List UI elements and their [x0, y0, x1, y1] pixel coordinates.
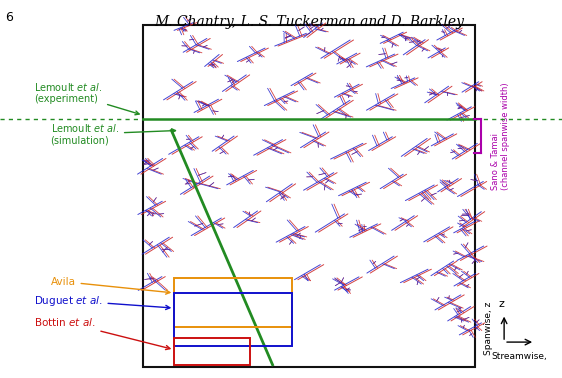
Text: Avila: Avila: [51, 277, 170, 294]
Bar: [174, 338, 250, 365]
Bar: [174, 278, 292, 327]
Text: M. Chantry, L. S. Tuckerman and D. Barkley: M. Chantry, L. S. Tuckerman and D. Barkl…: [154, 15, 464, 29]
Text: Sano & Tamai
(channel spanwise width): Sano & Tamai (channel spanwise width): [491, 82, 510, 190]
Text: Streamwise,: Streamwise,: [492, 352, 547, 361]
Text: 6: 6: [6, 11, 13, 24]
Text: z: z: [499, 299, 505, 309]
Text: Duguet $et\ al.$: Duguet $et\ al.$: [34, 293, 170, 310]
Text: Lemoult $et\ al.$
(simulation): Lemoult $et\ al.$ (simulation): [51, 122, 175, 146]
Bar: [174, 293, 292, 346]
Text: Lemoult $et\ al.$
(experiment): Lemoult $et\ al.$ (experiment): [34, 81, 139, 115]
Bar: [143, 25, 475, 367]
Text: Bottin $et\ al.$: Bottin $et\ al.$: [34, 316, 170, 350]
Text: Spanwise, z: Spanwise, z: [484, 301, 493, 355]
